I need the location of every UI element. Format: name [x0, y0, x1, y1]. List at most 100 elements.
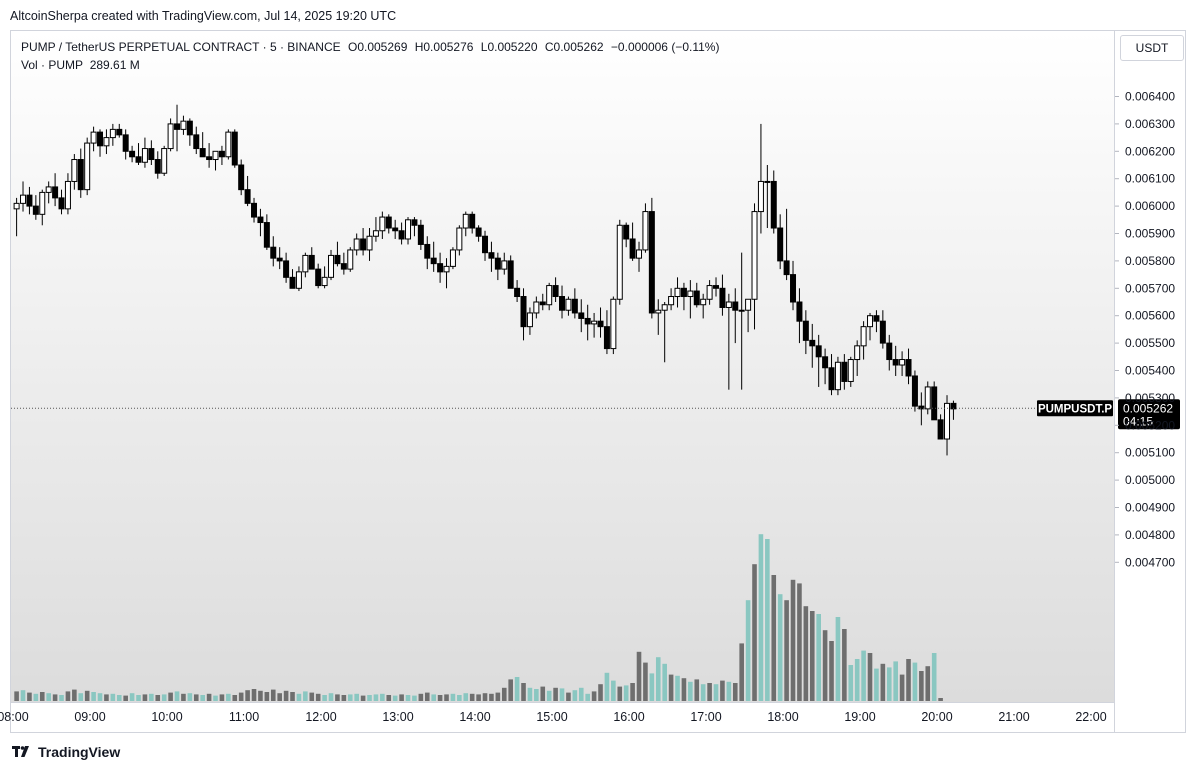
volume-bar	[46, 693, 51, 701]
candle-body	[276, 257, 283, 262]
candle-body	[899, 359, 906, 366]
candle-body	[225, 131, 232, 158]
candle-body	[424, 243, 431, 259]
volume-bar	[906, 659, 911, 701]
candle-body	[629, 238, 636, 259]
volume-bar	[174, 691, 180, 701]
volume-bar	[938, 698, 943, 701]
volume-bar	[116, 695, 122, 701]
volume-bar	[784, 600, 789, 701]
price-tick-label: 0.005900	[1125, 227, 1175, 241]
candle-body	[584, 317, 591, 325]
volume-label[interactable]: Vol · PUMP	[21, 58, 84, 72]
candle-body	[97, 131, 104, 147]
volume-bar	[553, 687, 558, 701]
price-tick-label: 0.006200	[1125, 144, 1175, 158]
volume-bar	[328, 693, 334, 701]
candle-body	[777, 227, 784, 262]
volume-bar	[559, 688, 565, 701]
candle-body	[892, 359, 899, 366]
time-tick-label: 10:00	[151, 710, 182, 724]
candle-body	[738, 309, 745, 312]
volume-bar	[867, 653, 873, 701]
candle-body	[193, 134, 200, 150]
time-tick-label: 18:00	[767, 710, 798, 724]
candle-body	[328, 254, 335, 278]
price-tick-label: 0.006300	[1125, 117, 1175, 131]
time-tick-label: 15:00	[536, 710, 567, 724]
candle-body	[385, 216, 392, 229]
candle-body	[77, 159, 84, 191]
volume-bar	[181, 693, 186, 701]
volume-bar	[270, 689, 276, 701]
volume-bar	[457, 695, 462, 701]
volume-bar	[572, 690, 578, 701]
candle-body	[103, 137, 110, 147]
volume-bar	[142, 694, 148, 701]
currency-button[interactable]: USDT	[1120, 35, 1184, 61]
candle-body	[591, 320, 598, 325]
volume-bar	[861, 650, 866, 701]
volume-bar	[886, 667, 892, 701]
candle-body	[116, 128, 123, 136]
time-tick-label: 21:00	[998, 710, 1029, 724]
volume-bar	[296, 693, 302, 701]
volume-bar	[546, 690, 552, 701]
volume-bar	[675, 675, 680, 701]
volume-bar	[412, 695, 417, 701]
tradingview-logo-icon	[12, 746, 29, 757]
volume-bar	[20, 690, 26, 701]
volume-bar	[380, 693, 385, 701]
candle-body	[751, 211, 758, 300]
volume-bar	[501, 687, 507, 701]
candle-body	[809, 339, 816, 347]
candle-body	[610, 298, 617, 350]
volume-bar	[514, 677, 520, 701]
candle-body	[745, 298, 752, 311]
candle-body	[475, 227, 482, 237]
candle-body	[109, 128, 116, 139]
candle-body	[501, 260, 508, 270]
volume-bar	[707, 683, 712, 701]
candle-body	[539, 301, 546, 306]
candle-body	[372, 230, 379, 237]
open-value: O0.005269	[347, 40, 408, 54]
volume-bar	[386, 695, 392, 701]
volume-bar	[405, 695, 411, 701]
candle-body	[129, 150, 136, 158]
candle-body	[847, 359, 854, 382]
volume-bar	[418, 693, 424, 701]
volume-bar	[732, 683, 738, 701]
volume-bar	[899, 674, 905, 701]
volume-bar	[149, 693, 154, 701]
candle-body	[218, 150, 225, 158]
volume-bar	[155, 695, 161, 701]
price-tick-label: 0.005400	[1125, 364, 1175, 378]
candle-body	[488, 252, 495, 259]
volume-bar	[611, 680, 616, 701]
candle-body	[764, 180, 771, 183]
candle-body	[770, 180, 777, 229]
price-tick-label: 0.005100	[1125, 446, 1175, 460]
candle-body	[828, 367, 835, 391]
candle-body	[674, 287, 681, 298]
price-tick-label: 0.006000	[1125, 199, 1175, 213]
candle-body	[462, 213, 469, 229]
symbol-title[interactable]: PUMP / TetherUS PERPETUAL CONTRACT · 5 ·…	[21, 40, 341, 54]
symbol-tag-label: PUMPUSDT.P	[1038, 403, 1112, 415]
volume-bar	[213, 695, 218, 701]
volume-bar	[219, 694, 225, 701]
candle-body	[308, 254, 315, 270]
candle-body	[283, 260, 290, 278]
volume-bar	[373, 694, 379, 701]
volume-bar	[251, 689, 257, 701]
volume-bar	[880, 663, 886, 701]
volume-bar	[662, 663, 667, 701]
candle-body	[571, 298, 578, 314]
candle-body	[174, 123, 181, 130]
candle-body	[822, 356, 829, 369]
candle-body	[315, 268, 322, 287]
volume-bar	[688, 681, 693, 701]
candle-body	[636, 249, 643, 259]
